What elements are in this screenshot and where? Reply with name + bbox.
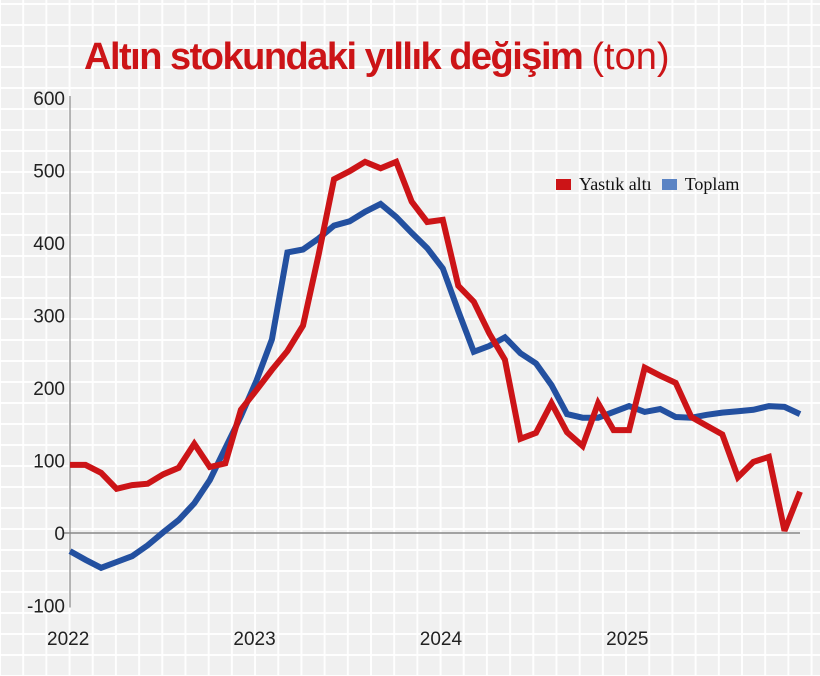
y-tick-label: 500 <box>33 162 65 183</box>
legend-swatch-red <box>556 179 571 190</box>
x-tick-label: 2023 <box>233 629 275 650</box>
y-axis: 600 500 400 300 200 100 0 -100 <box>27 89 800 618</box>
legend-label: Yastık altı <box>579 174 652 194</box>
y-tick-label: 0 <box>54 524 65 545</box>
x-tick-label: 2024 <box>420 629 463 650</box>
x-tick-label: 2022 <box>47 629 89 650</box>
series-lines <box>68 157 803 572</box>
y-tick-label: 600 <box>33 89 65 110</box>
legend-item-yastik-alti: Yastık altı <box>556 174 652 195</box>
legend-label: Toplam <box>684 174 740 194</box>
title-unit: (ton) <box>591 36 670 78</box>
legend: Yastık altı Toplam <box>556 174 749 195</box>
chart-title: Altın stokundaki yıllık değişim (ton) <box>84 36 670 79</box>
series-line-yastik-alti <box>70 157 803 532</box>
x-axis: 2022 2023 2024 2025 <box>47 629 648 650</box>
y-tick-label: 100 <box>33 452 65 473</box>
series-line-toplam <box>68 200 802 572</box>
y-tick-label: -100 <box>27 597 65 618</box>
legend-item-toplam: Toplam <box>661 174 740 195</box>
title-main: Altın stokundaki yıllık değişim <box>84 36 584 78</box>
y-tick-label: 200 <box>33 379 65 400</box>
legend-swatch-blue <box>661 179 677 190</box>
y-tick-label: 400 <box>33 234 65 255</box>
x-tick-label: 2025 <box>606 629 648 650</box>
y-tick-label: 300 <box>33 307 65 328</box>
